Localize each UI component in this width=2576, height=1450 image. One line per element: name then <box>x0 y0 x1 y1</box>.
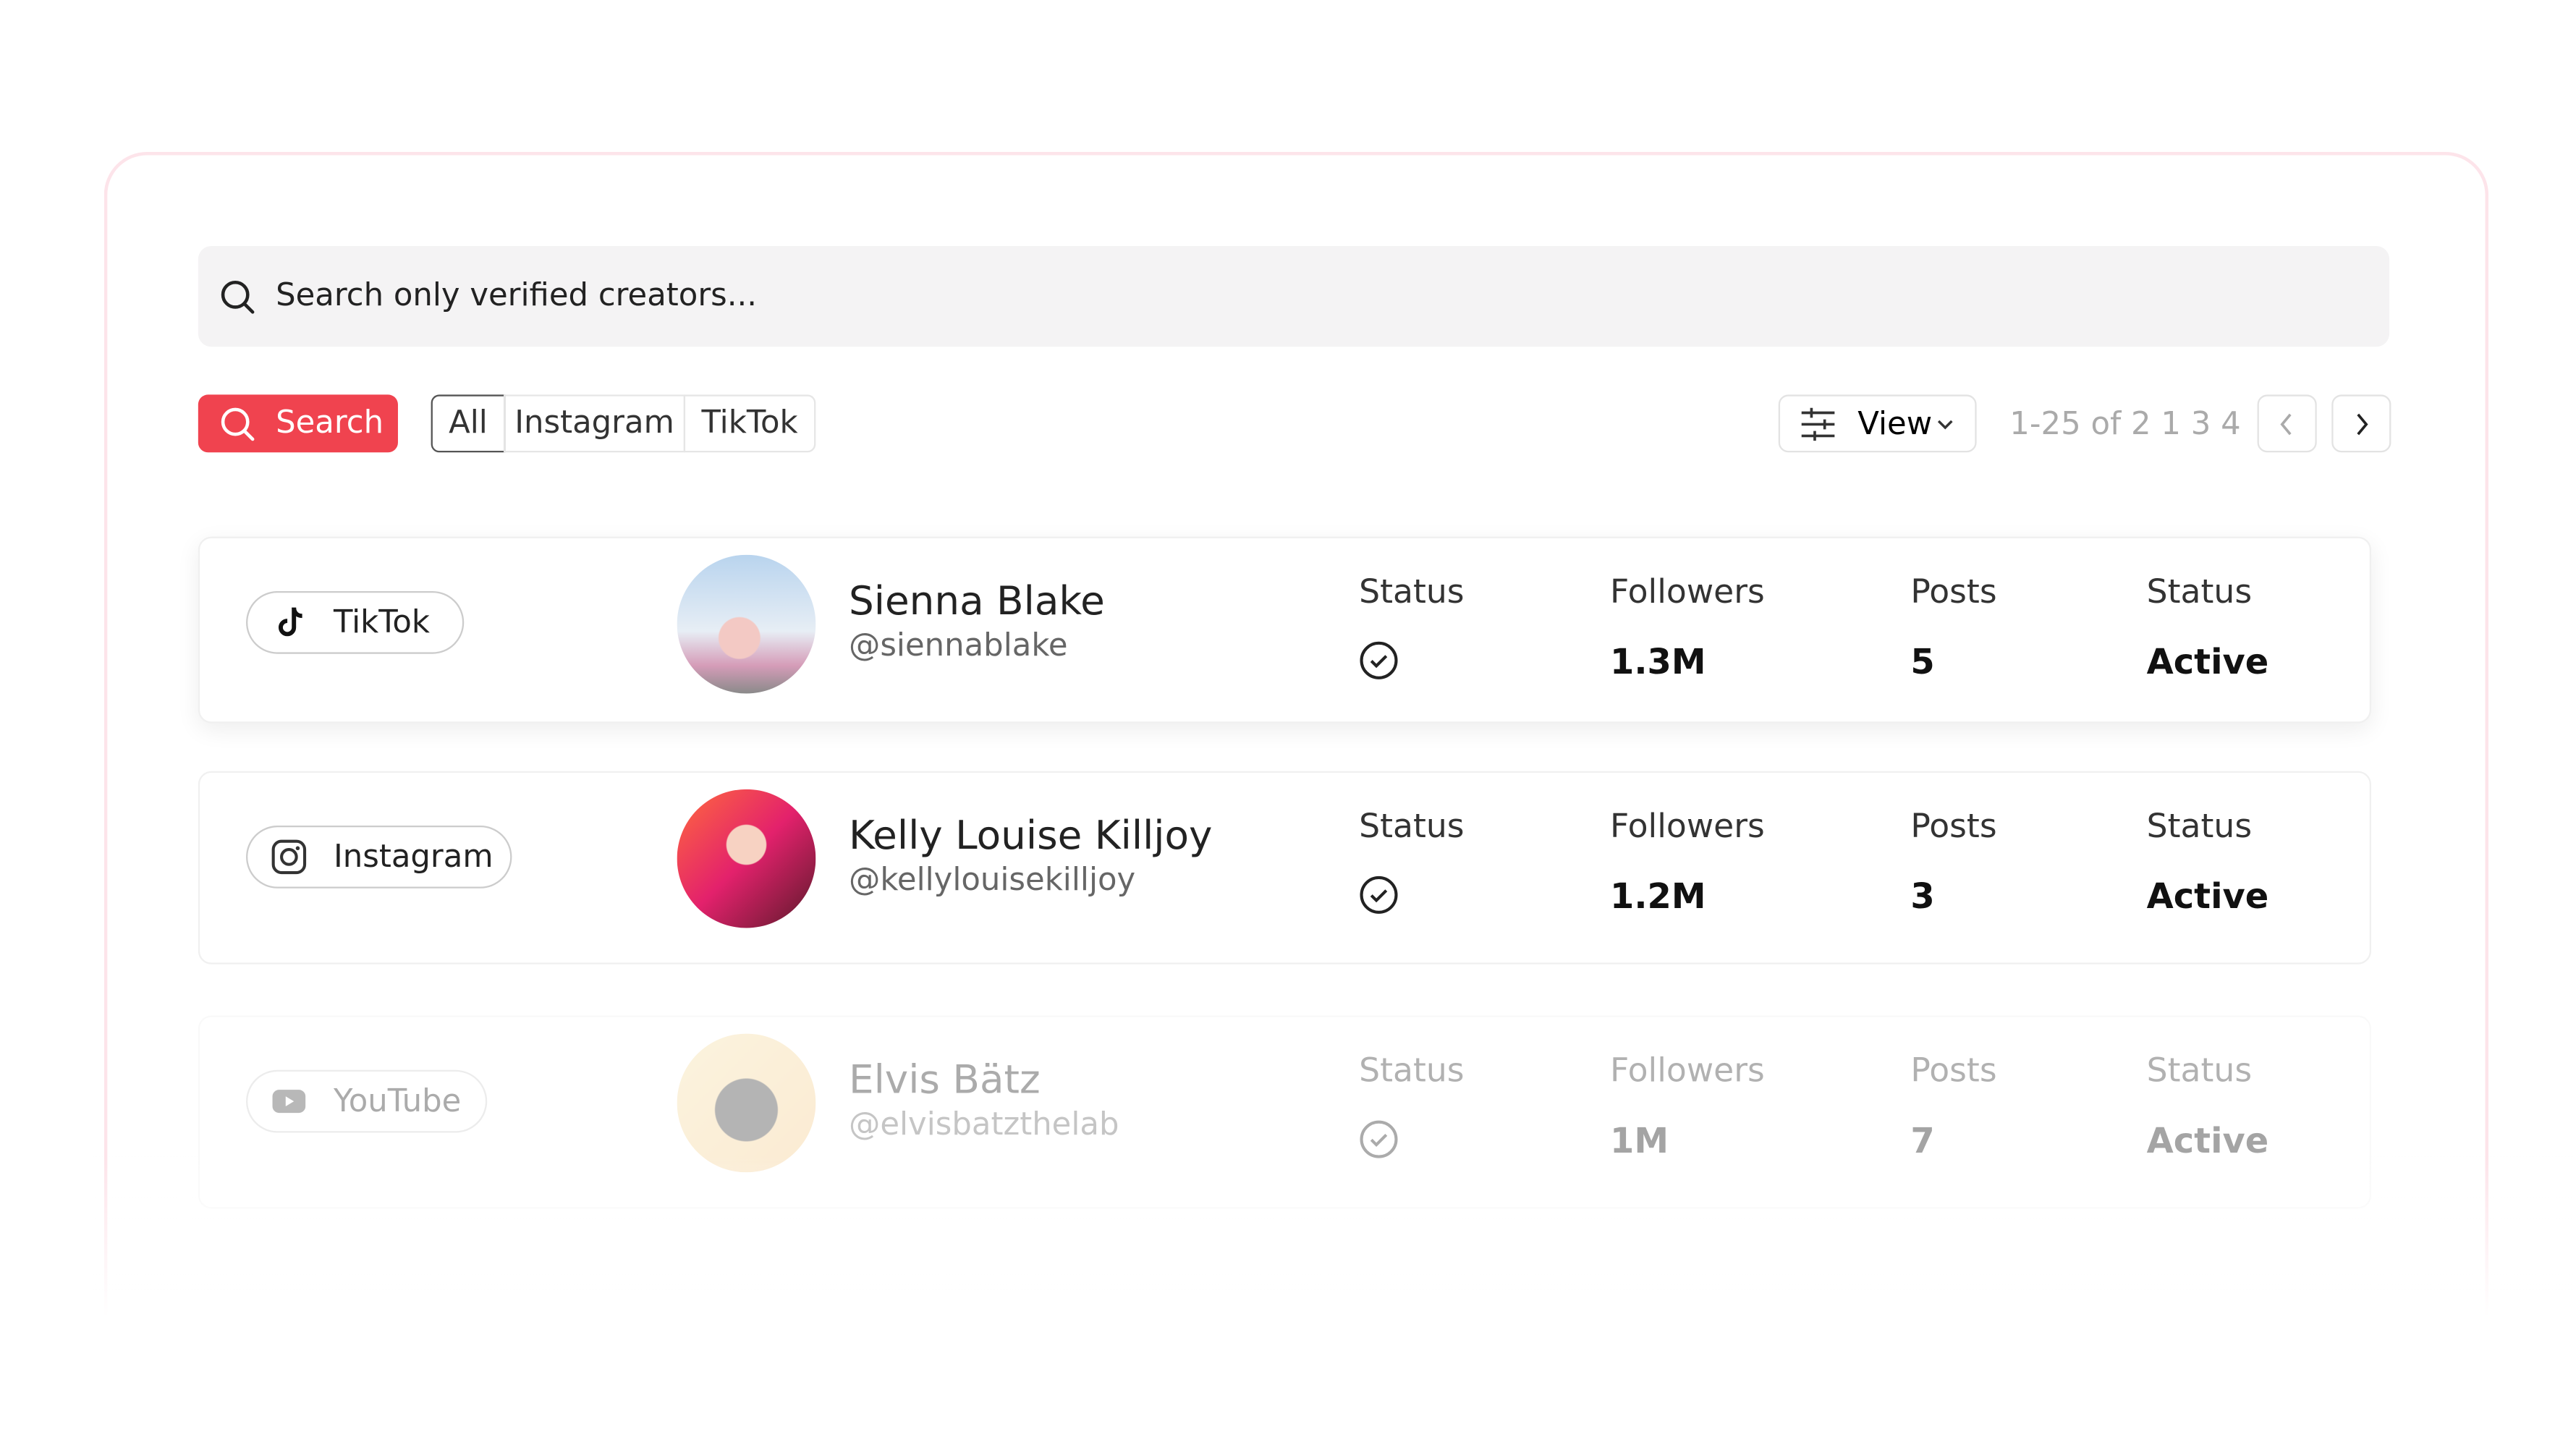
column-label: Posts <box>1910 805 1997 846</box>
verified-check <box>1359 640 1399 680</box>
filter-tab[interactable]: Instagram <box>504 394 686 453</box>
search-placeholder: Search only verified creators... <box>276 277 758 314</box>
tiktok-icon <box>279 607 302 637</box>
status-value: Active <box>2146 642 2269 682</box>
creator-handle: @siennablake <box>848 627 1068 664</box>
platform-pill[interactable]: Instagram <box>246 826 512 889</box>
check-icon <box>1360 875 1398 914</box>
chevron-left <box>2280 413 2292 436</box>
column-label: Followers <box>1609 805 1765 846</box>
view-label: View <box>1857 406 1933 443</box>
posts-value: 3 <box>1910 876 1935 917</box>
column-label: Posts <box>1910 571 1997 611</box>
settings-icon <box>1801 407 1835 441</box>
avatar <box>677 554 816 694</box>
status-value: Active <box>2146 1121 2269 1161</box>
chevron-right <box>2357 413 2368 436</box>
next-page[interactable] <box>2331 394 2391 453</box>
followers-value: 1M <box>1609 1121 1669 1161</box>
youtube-icon <box>272 1090 306 1114</box>
platform-pill[interactable]: YouTube <box>246 1069 488 1133</box>
column-label: Status <box>1359 805 1465 846</box>
column-label: Posts <box>1910 1050 1997 1090</box>
filter-tab[interactable]: TikTok <box>683 394 816 453</box>
creator-row[interactable]: TikTok Sienna Blake @siennablake Status Foll… <box>198 536 2372 724</box>
check-icon <box>1360 1120 1398 1158</box>
view-button[interactable]: View <box>1778 394 1977 453</box>
platform-pill[interactable]: TikTok <box>246 590 465 654</box>
avatar <box>677 1033 816 1173</box>
verified-check <box>1359 1119 1399 1159</box>
panel-frame <box>103 151 2489 1410</box>
search-button-label: Search <box>276 404 384 441</box>
instagram-icon <box>271 839 307 875</box>
posts-value: 5 <box>1910 642 1935 682</box>
column-label: Status <box>2146 1050 2253 1090</box>
platform-label: YouTube <box>333 1083 462 1120</box>
creator-row[interactable]: YouTube Elvis Bätz @elvisbatzthelab Status F… <box>198 1015 2372 1209</box>
prev-page[interactable] <box>2257 394 2317 453</box>
fade-overlay <box>0 1156 2576 1450</box>
column-label: Status <box>1359 571 1465 611</box>
followers-value: 1.3M <box>1609 642 1706 682</box>
creator-row[interactable]: Instagram Kelly Louise Killjoy @kellylouis… <box>198 771 2372 964</box>
creator-name: Elvis Bätz <box>848 1056 1041 1103</box>
pagination-text: 1-25 of 2 1 3 4 <box>2009 406 2241 443</box>
platform-label: TikTok <box>333 604 431 641</box>
chevron <box>1937 420 1953 430</box>
creator-name: Kelly Louise Killjoy <box>848 812 1213 859</box>
posts-value: 7 <box>1910 1121 1935 1161</box>
verified-check <box>1359 875 1399 915</box>
filter-tab[interactable]: All <box>431 394 506 453</box>
search-box[interactable]: Search only verified creators... <box>198 246 2390 347</box>
column-label: Status <box>1359 1050 1465 1090</box>
search-icon <box>221 280 255 314</box>
column-label: Followers <box>1609 1050 1765 1090</box>
avatar <box>677 789 816 928</box>
search-button[interactable]: Search <box>198 394 398 453</box>
followers-value: 1.2M <box>1609 876 1706 917</box>
check-icon <box>1360 641 1398 679</box>
creator-handle: @kellylouisekilljoy <box>848 862 1136 899</box>
platform-label: Instagram <box>333 839 493 875</box>
column-label: Followers <box>1609 571 1765 611</box>
column-label: Status <box>2146 805 2253 846</box>
status-value: Active <box>2146 876 2269 917</box>
creator-handle: @elvisbatzthelab <box>848 1106 1119 1143</box>
search-icon <box>221 407 255 441</box>
column-label: Status <box>2146 571 2253 611</box>
creator-name: Sienna Blake <box>848 577 1105 624</box>
